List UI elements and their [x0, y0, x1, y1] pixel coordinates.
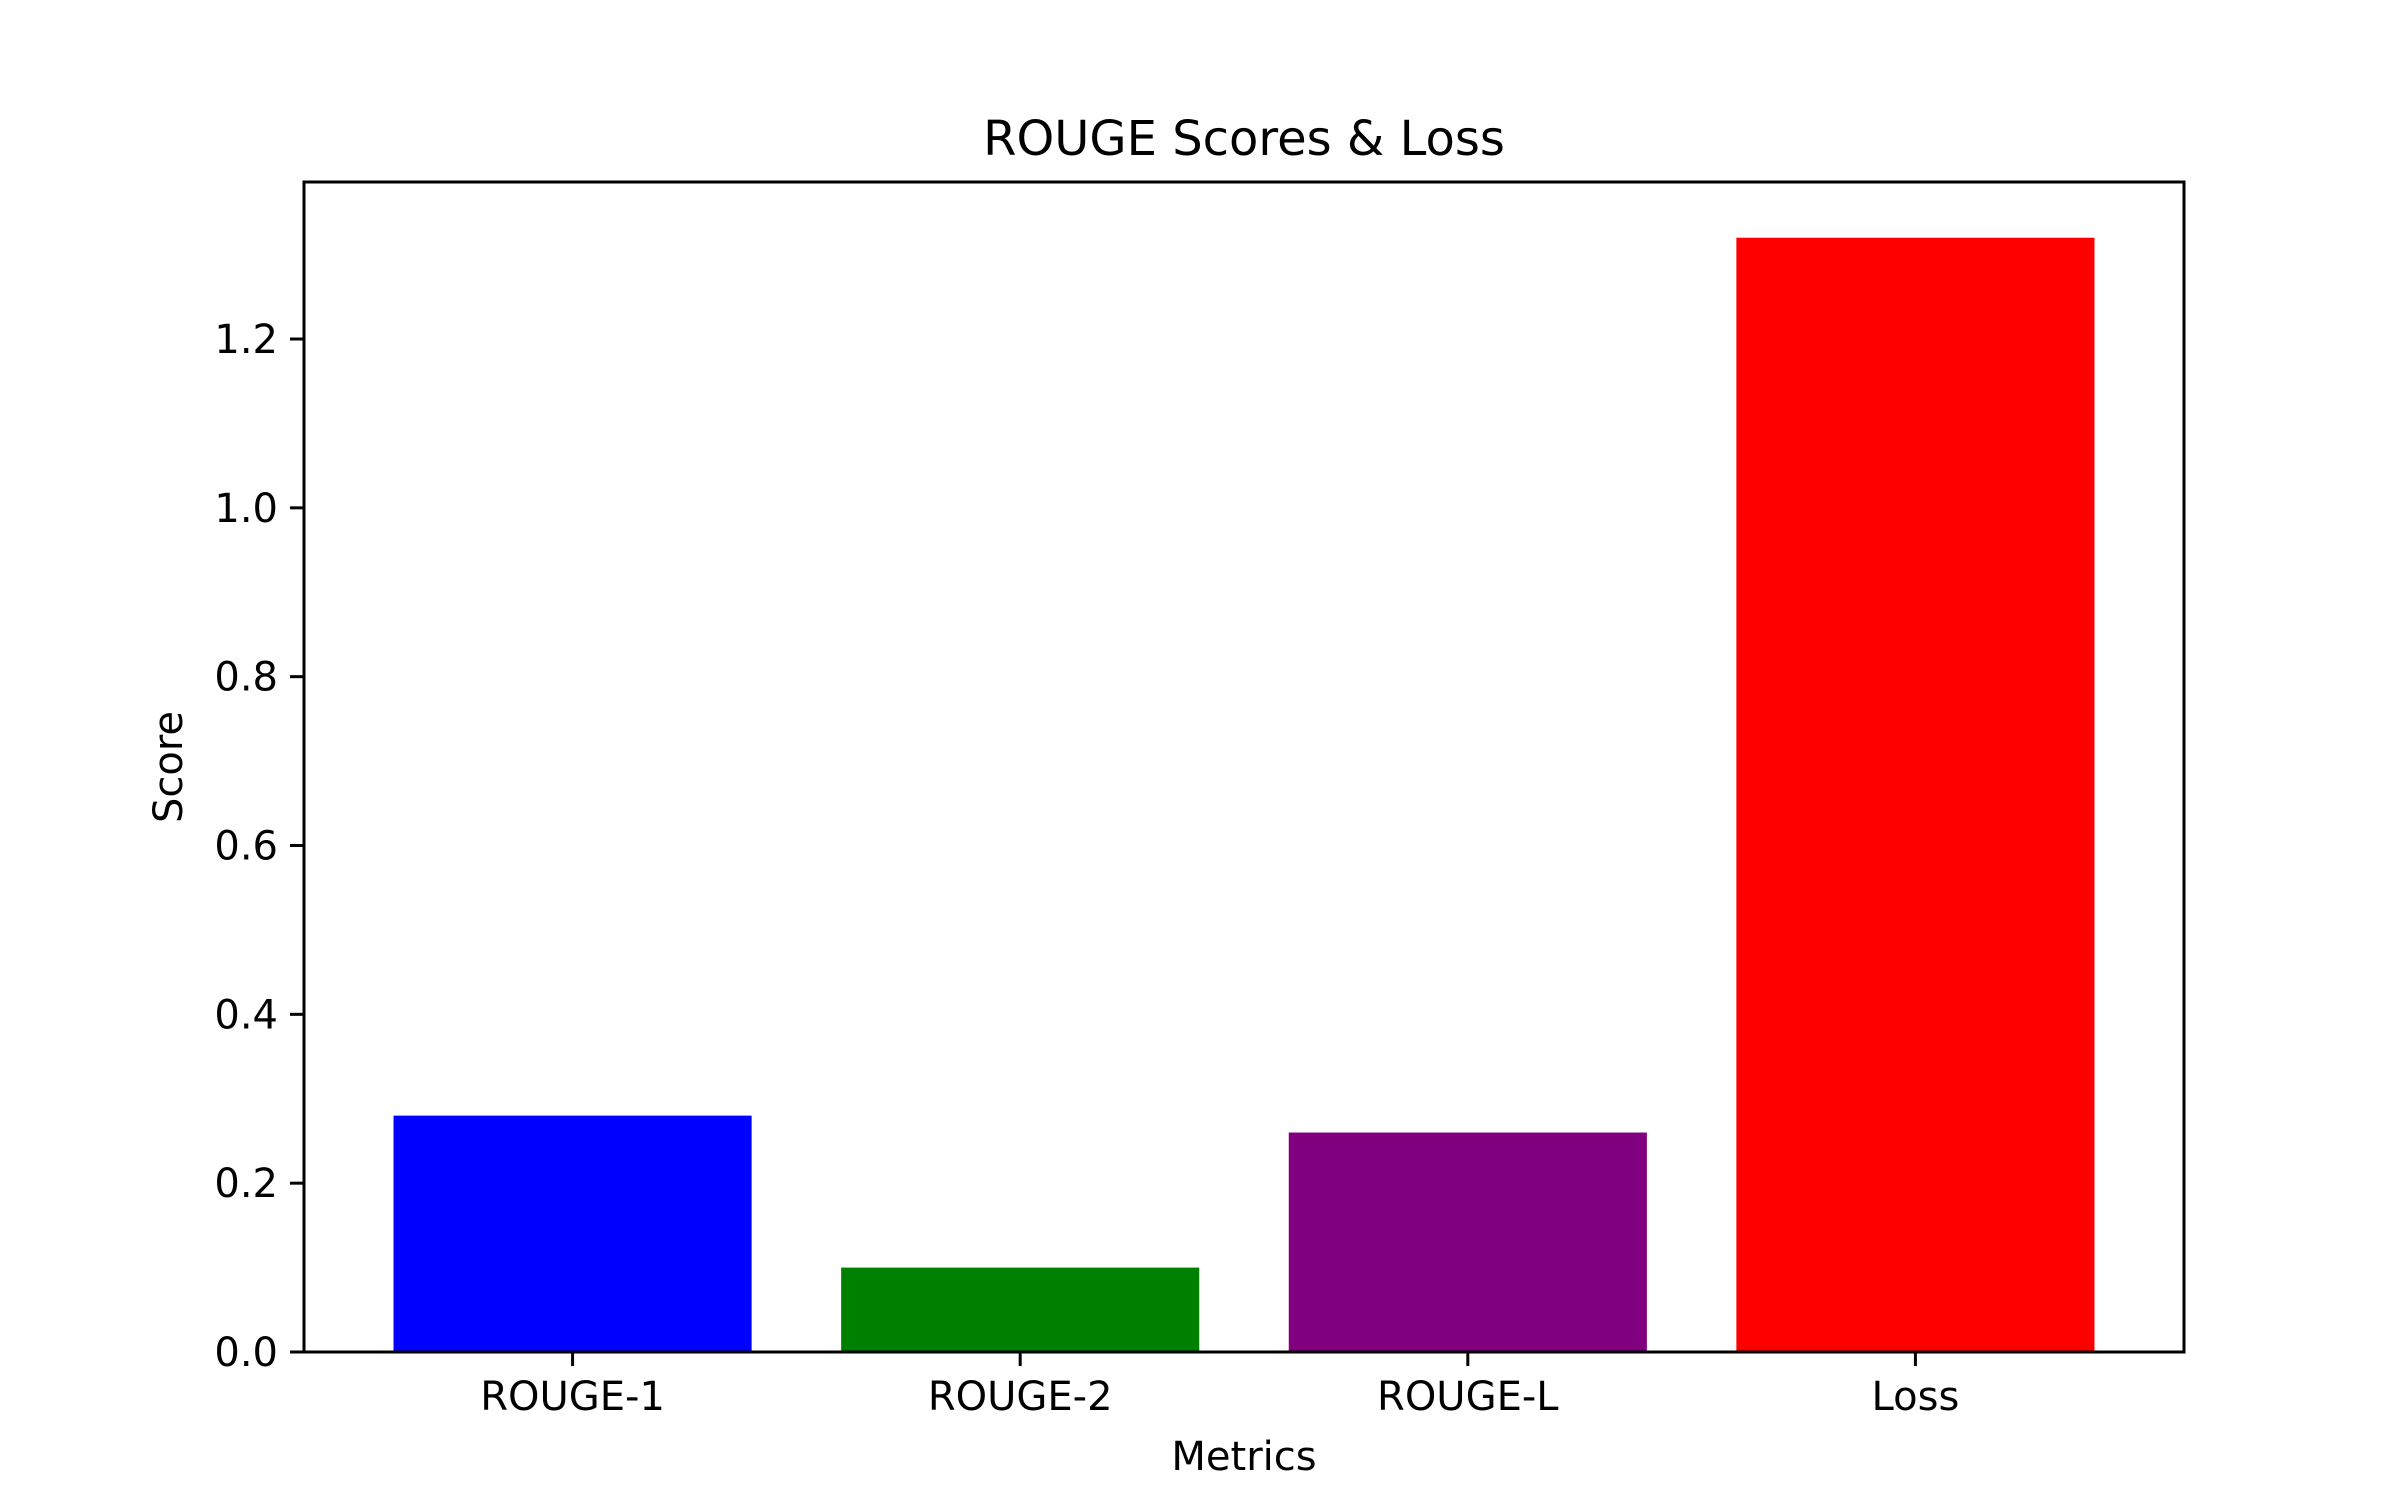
y-tick-label: 0.2	[214, 1161, 278, 1207]
y-tick-label: 0.8	[214, 655, 278, 701]
x-tick-label: ROUGE-1	[480, 1374, 665, 1420]
x-axis-label: Metrics	[1171, 1434, 1316, 1480]
x-tick-label: Loss	[1872, 1374, 1960, 1420]
bar-loss	[1736, 237, 2095, 1353]
plot-frame	[302, 180, 2186, 1354]
bar-rouge-1	[393, 1115, 752, 1352]
bars-layer	[393, 237, 2095, 1353]
y-tick-label: 1.2	[214, 317, 278, 363]
bar-rouge-2	[841, 1267, 1200, 1352]
y-axis-label: Score	[146, 711, 192, 823]
y-tick-label: 0.4	[214, 992, 278, 1038]
y-tick-label: 0.6	[214, 824, 278, 870]
x-tick-label: ROUGE-L	[1377, 1374, 1559, 1420]
y-tick-label: 0.0	[214, 1330, 278, 1376]
chart-title: ROUGE Scores & Loss	[983, 111, 1505, 167]
y-tick-label: 1.0	[214, 486, 278, 532]
x-axis: ROUGE-1 ROUGE-2 ROUGE-L Loss	[480, 1352, 1959, 1420]
y-axis: 0.0 0.2 0.4 0.6 0.8 1.0 1.2	[214, 317, 304, 1376]
bar-rouge-l	[1288, 1132, 1647, 1352]
x-tick-label: ROUGE-2	[928, 1374, 1113, 1420]
